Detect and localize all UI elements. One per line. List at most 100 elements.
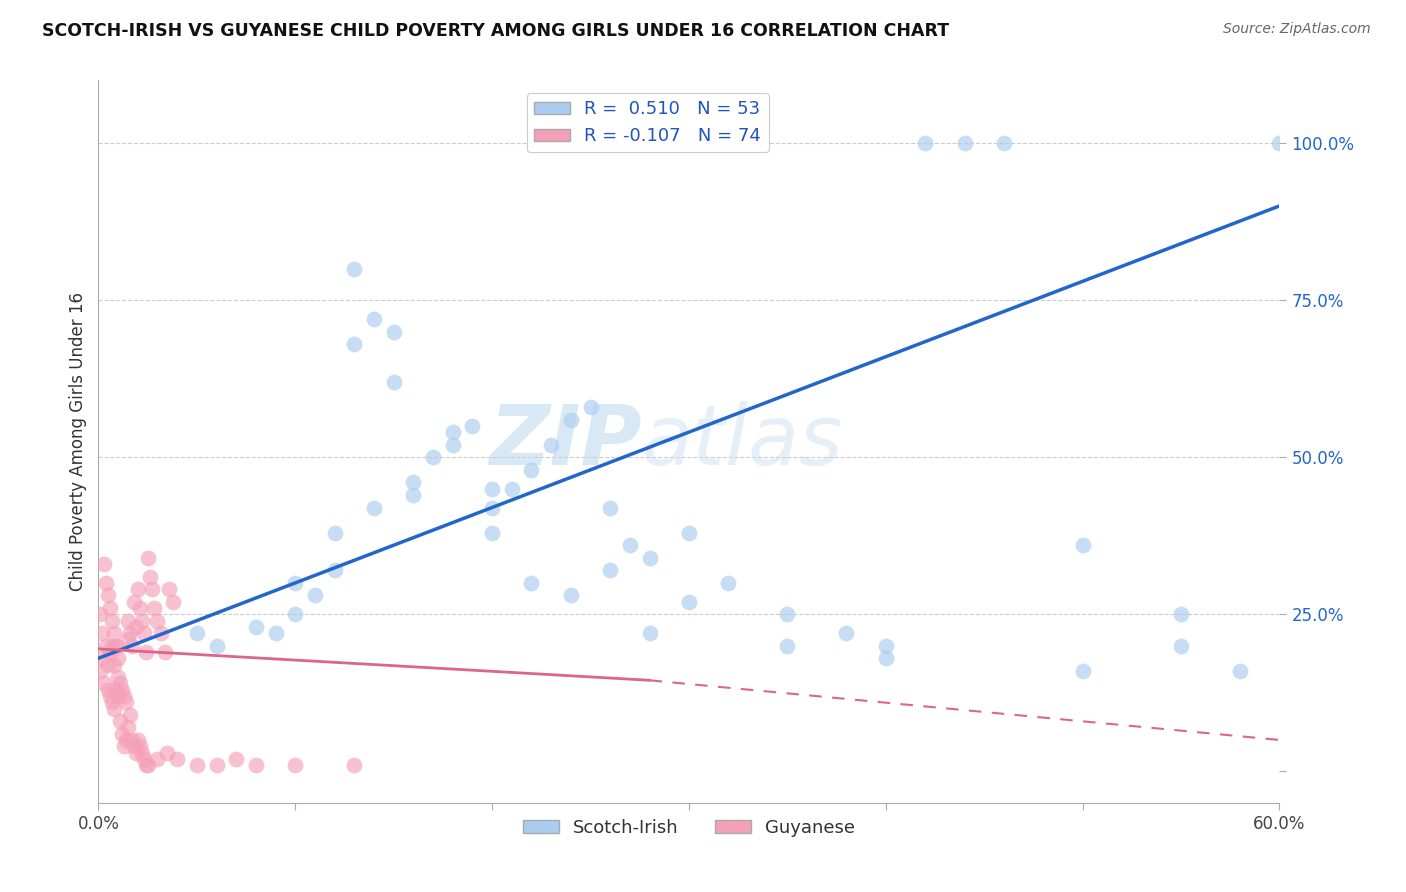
Point <box>343 758 366 772</box>
Point <box>540 438 562 452</box>
Point <box>142 601 165 615</box>
Point <box>481 500 503 515</box>
Point <box>128 601 150 615</box>
Point <box>205 639 228 653</box>
Point <box>107 651 129 665</box>
Point <box>382 375 405 389</box>
Point <box>121 639 143 653</box>
Point <box>93 557 115 571</box>
Point <box>717 575 740 590</box>
Point <box>599 500 621 515</box>
Point <box>343 261 366 276</box>
Point <box>638 626 661 640</box>
Point <box>117 720 139 734</box>
Point <box>363 500 385 515</box>
Point <box>97 589 120 603</box>
Text: atlas: atlas <box>641 401 844 482</box>
Point <box>186 626 208 640</box>
Point <box>225 752 247 766</box>
Point <box>101 639 124 653</box>
Point <box>121 733 143 747</box>
Legend: Scotch-Irish, Guyanese: Scotch-Irish, Guyanese <box>515 812 863 845</box>
Point <box>111 682 134 697</box>
Point <box>98 645 121 659</box>
Point <box>97 682 120 697</box>
Point <box>284 575 307 590</box>
Point <box>111 727 134 741</box>
Point <box>89 607 111 622</box>
Point <box>382 325 405 339</box>
Point <box>112 689 135 703</box>
Point <box>118 626 141 640</box>
Point <box>91 626 114 640</box>
Point <box>1268 136 1291 150</box>
Point <box>89 664 111 678</box>
Point <box>101 695 124 709</box>
Point <box>108 714 131 728</box>
Point <box>138 569 160 583</box>
Point <box>122 739 145 754</box>
Point <box>481 525 503 540</box>
Point <box>914 136 936 150</box>
Point <box>284 758 307 772</box>
Point <box>579 400 602 414</box>
Point <box>125 620 148 634</box>
Point <box>136 758 159 772</box>
Point <box>125 746 148 760</box>
Point <box>1170 607 1192 622</box>
Point <box>146 752 169 766</box>
Point <box>245 620 267 634</box>
Point <box>127 582 149 597</box>
Point <box>186 758 208 772</box>
Point <box>101 614 124 628</box>
Point <box>560 412 582 426</box>
Point <box>117 632 139 647</box>
Point <box>776 607 799 622</box>
Point <box>284 607 307 622</box>
Point <box>157 582 180 597</box>
Point <box>422 450 444 465</box>
Point <box>91 651 114 665</box>
Point <box>560 589 582 603</box>
Point <box>875 651 897 665</box>
Point <box>107 689 129 703</box>
Point <box>112 739 135 754</box>
Point <box>122 595 145 609</box>
Point <box>323 525 346 540</box>
Point <box>135 758 157 772</box>
Point <box>118 707 141 722</box>
Point <box>835 626 858 640</box>
Y-axis label: Child Poverty Among Girls Under 16: Child Poverty Among Girls Under 16 <box>69 292 87 591</box>
Point <box>441 425 464 439</box>
Point <box>402 488 425 502</box>
Point <box>96 639 118 653</box>
Point <box>128 739 150 754</box>
Point <box>953 136 976 150</box>
Point <box>343 337 366 351</box>
Point <box>1170 639 1192 653</box>
Point <box>461 418 484 433</box>
Point <box>93 676 115 690</box>
Point <box>678 525 700 540</box>
Point <box>146 614 169 628</box>
Point <box>97 657 120 672</box>
Text: SCOTCH-IRISH VS GUYANESE CHILD POVERTY AMONG GIRLS UNDER 16 CORRELATION CHART: SCOTCH-IRISH VS GUYANESE CHILD POVERTY A… <box>42 22 949 40</box>
Point <box>105 682 128 697</box>
Point <box>127 733 149 747</box>
Point <box>117 614 139 628</box>
Point <box>441 438 464 452</box>
Point <box>481 482 503 496</box>
Point <box>264 626 287 640</box>
Point <box>638 550 661 565</box>
Point <box>105 639 128 653</box>
Point <box>520 463 543 477</box>
Point <box>993 136 1015 150</box>
Point <box>323 563 346 577</box>
Point <box>105 639 128 653</box>
Point <box>520 575 543 590</box>
Point <box>96 575 118 590</box>
Point <box>304 589 326 603</box>
Point <box>875 639 897 653</box>
Point <box>115 733 138 747</box>
Point <box>1071 538 1094 552</box>
